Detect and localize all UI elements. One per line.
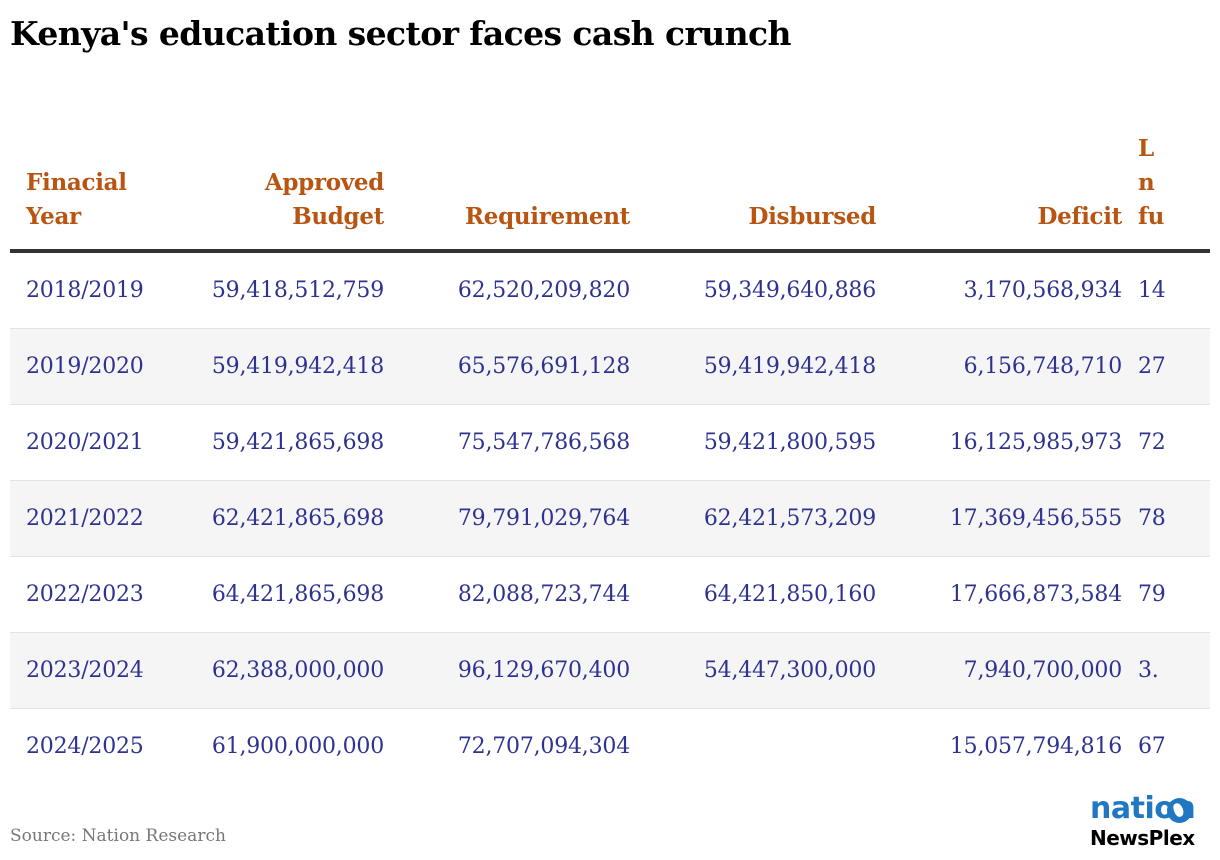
cell-disbursed: 59,419,942,418 [638, 328, 884, 405]
data-table-container: Finacial Year Approved Budget Requirement … [10, 100, 1210, 760]
cell-financial-year: 2022/2023 [10, 556, 180, 633]
cell-disbursed: 54,447,300,000 [638, 632, 884, 709]
cell-deficit: 17,369,456,555 [884, 480, 1130, 557]
cell-requirement: 75,547,786,568 [392, 404, 638, 481]
cell-requirement: 62,520,209,820 [392, 251, 638, 329]
cell-financial-year: 2018/2019 [10, 251, 180, 329]
cell-approved-budget: 61,900,000,000 [211, 734, 384, 759]
cell-truncated: 27 [1130, 328, 1210, 405]
table-row: 2024/2025 61,900,000,000 72,707,094,304 15,… [10, 709, 1210, 761]
cell-approved-budget: 62,421,865,698 [180, 480, 392, 557]
table-header-row: Finacial Year Approved Budget Requirement … [10, 100, 1210, 253]
cell-requirement: 72,707,094,304 [457, 734, 630, 759]
chart-title: Kenya's education sector faces cash crun… [10, 14, 792, 53]
cell-truncated: 78 [1130, 480, 1210, 557]
table-row: 2020/2021 59,421,865,698 75,547,786,568 59,… [10, 404, 1210, 481]
cell-truncated: 67 [1138, 734, 1166, 759]
column-header-financial-year: Finacial Year [10, 100, 180, 253]
source-note: Source: Nation Research [10, 826, 226, 846]
logo-newsplex-text: NewsPlex [1090, 826, 1195, 850]
cell-requirement: 65,576,691,128 [392, 328, 638, 405]
globe-icon [1167, 798, 1192, 823]
cell-financial-year: 2024/2025 [26, 734, 144, 759]
cell-truncated: 72 [1130, 404, 1210, 481]
cell-approved-budget: 59,418,512,759 [180, 251, 392, 329]
column-header-requirement: Requirement [392, 100, 638, 253]
cell-truncated: 79 [1130, 556, 1210, 633]
cell-disbursed: 59,349,640,886 [638, 251, 884, 329]
column-header-deficit: Deficit [884, 100, 1130, 253]
data-table: Finacial Year Approved Budget Requirement … [10, 100, 1210, 760]
table-row: 2023/2024 62,388,000,000 96,129,670,400 54,… [10, 632, 1210, 709]
table-row: 2021/2022 62,421,865,698 79,791,029,764 62,… [10, 480, 1210, 557]
cell-disbursed: 62,421,573,209 [638, 480, 884, 557]
cell-deficit: 7,940,700,000 [884, 632, 1130, 709]
cell-requirement: 79,791,029,764 [392, 480, 638, 557]
cell-financial-year: 2021/2022 [10, 480, 180, 557]
cell-requirement: 96,129,670,400 [392, 632, 638, 709]
cell-disbursed: 59,421,800,595 [638, 404, 884, 481]
table-row: 2019/2020 59,419,942,418 65,576,691,128 59,… [10, 328, 1210, 405]
cell-truncated: 14 [1130, 251, 1210, 329]
cell-disbursed [638, 709, 884, 761]
nation-newsplex-logo: nation NewsPlex [1088, 792, 1212, 852]
cell-deficit: 3,170,568,934 [884, 251, 1130, 329]
table-row: 2018/2019 59,418,512,759 62,520,209,820 59,… [10, 251, 1210, 329]
cell-financial-year: 2019/2020 [10, 328, 180, 405]
cell-financial-year: 2023/2024 [10, 632, 180, 709]
cell-deficit: 16,125,985,973 [884, 404, 1130, 481]
cell-approved-budget: 59,421,865,698 [180, 404, 392, 481]
cell-deficit: 17,666,873,584 [884, 556, 1130, 633]
column-header-approved-budget: Approved Budget [180, 100, 392, 253]
cell-requirement: 82,088,723,744 [392, 556, 638, 633]
cell-disbursed: 64,421,850,160 [638, 556, 884, 633]
cell-approved-budget: 59,419,942,418 [180, 328, 392, 405]
table-body: 2018/2019 59,418,512,759 62,520,209,820 59,… [10, 251, 1210, 760]
cell-approved-budget: 64,421,865,698 [180, 556, 392, 633]
column-header-disbursed: Disbursed [638, 100, 884, 253]
cell-deficit: 15,057,794,816 [949, 734, 1122, 759]
cell-truncated: 3. [1130, 632, 1210, 709]
cell-deficit: 6,156,748,710 [884, 328, 1130, 405]
cell-financial-year: 2020/2021 [10, 404, 180, 481]
table-row: 2022/2023 64,421,865,698 82,088,723,744 64,… [10, 556, 1210, 633]
cell-approved-budget: 62,388,000,000 [180, 632, 392, 709]
